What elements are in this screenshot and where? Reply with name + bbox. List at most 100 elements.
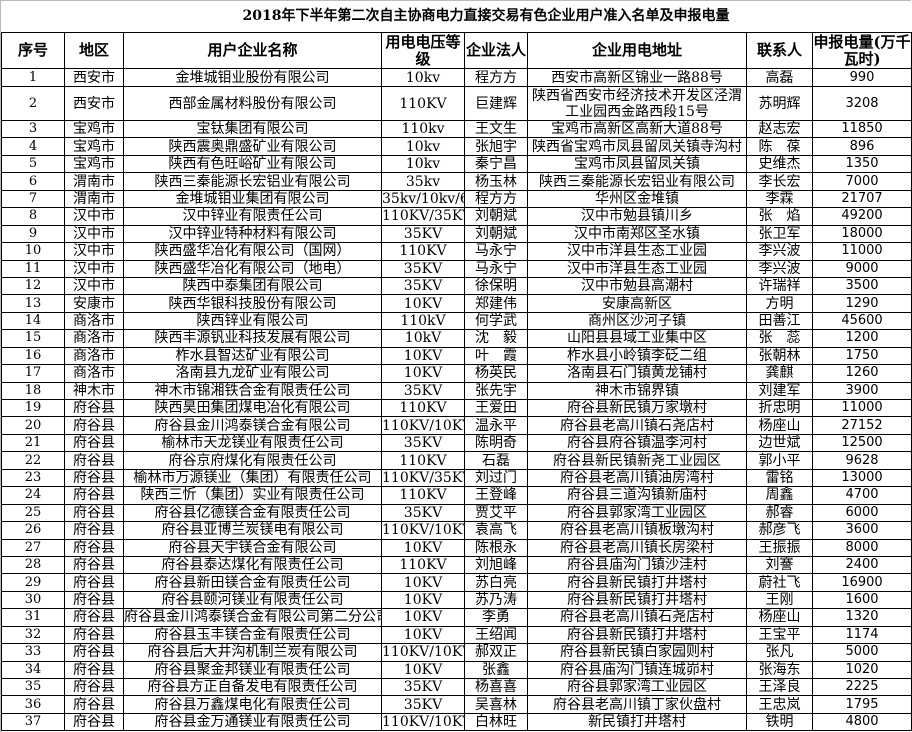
cell-seq: 35 xyxy=(1,677,65,697)
table-row: 6 渭南市 陕西三秦能源长宏铝业有限公司 35kv 杨玉林 陕西三秦能源长宏铝业有限公司李… xyxy=(1,172,912,191)
cell-region: 宝鸡市 xyxy=(64,137,124,156)
table-row: 25 府谷县 府谷县亿德镁合金有限责任公司 35KV 贾艾平 府谷县郭家湾工业园区 郝睿 60… xyxy=(1,503,912,523)
cell-seq: 11 xyxy=(1,259,65,278)
cell-voltage: 10KV xyxy=(381,608,465,627)
cell-region: 西安市 xyxy=(64,68,124,87)
table-row: 11 汉中市 陕西盛华冶化有限公司（地电） 35KV 马永宁 汉中市洋县生态工业园 李兴波 9… xyxy=(1,259,912,278)
cell-company: 陕西锌业有限公司 xyxy=(123,311,382,331)
table-row: 1 西安市 金堆城钼业股份有限公司 10kv 程方方 西安市高新区锦业一路88号 高磊 990 xyxy=(1,68,912,87)
cell-seq: 2 xyxy=(1,86,65,121)
cell-voltage: 110kV xyxy=(381,311,465,331)
cell-seq: 22 xyxy=(1,451,65,470)
cell-voltage: 10KV xyxy=(381,573,465,592)
cell-contact: 王宝平 xyxy=(746,625,813,645)
cell-amount: 1200 xyxy=(812,329,912,348)
cell-legal: 袁高飞 xyxy=(464,521,528,540)
cell-address: 府谷县老高川镇丁家伙盘村 xyxy=(527,695,747,714)
cell-company: 西部金属材料股份有限公司 xyxy=(123,86,382,121)
cell-address: 商州区沙河子镇 xyxy=(527,311,747,331)
cell-company: 汉中锌业有限责任公司 xyxy=(123,207,382,226)
table-row: 16 商洛市 柞水县智达矿业有限公司 10KV 叶 霞柞水县小岭镇李砭二组 张朝林 1750 xyxy=(1,346,912,366)
cell-contact: 方明 xyxy=(746,294,813,313)
cell-contact: 史维杰 xyxy=(746,154,813,174)
cell-region: 商洛市 xyxy=(64,329,124,348)
cell-voltage: 10KV xyxy=(381,590,465,610)
cell-region: 商洛市 xyxy=(64,311,124,331)
cell-seq: 31 xyxy=(1,608,65,627)
cell-legal: 徐保明 xyxy=(464,276,528,296)
cell-contact: 杨座山 xyxy=(746,416,813,435)
cell-region: 府谷县 xyxy=(64,468,124,488)
cell-region: 神木市 xyxy=(64,381,124,401)
cell-contact: 李兴波 xyxy=(746,242,813,261)
header-company: 用户企业名称 xyxy=(123,32,382,69)
cell-region: 汉中市 xyxy=(64,207,124,226)
cell-address: 柞水县小岭镇李砭二组 xyxy=(527,346,747,366)
cell-voltage: 35KV xyxy=(381,381,465,401)
cell-contact: 王振振 xyxy=(746,538,813,557)
cell-amount: 2225 xyxy=(812,677,912,697)
cell-seq: 21 xyxy=(1,433,65,453)
cell-address: 汉中市勉县高潮村 xyxy=(527,276,747,296)
cell-address: 府谷县新民镇打井塔村 xyxy=(527,573,747,592)
table-row: 18 神木市 神木市锦湘铁合金有限责任公司 35KV 张先宇 神木市锦界镇 刘建军 3900 xyxy=(1,381,912,401)
cell-legal: 苏白亮 xyxy=(464,573,528,592)
cell-seq: 10 xyxy=(1,242,65,261)
cell-amount: 3500 xyxy=(812,276,912,296)
cell-voltage: 10kv xyxy=(381,68,465,87)
cell-voltage: 35KV xyxy=(381,224,465,244)
cell-amount: 1320 xyxy=(812,608,912,627)
cell-contact: 高磊 xyxy=(746,68,813,87)
cell-legal: 刘旭峰 xyxy=(464,555,528,575)
cell-seq: 19 xyxy=(1,398,65,418)
cell-legal: 杨英民 xyxy=(464,364,528,383)
header-amount: 申报电量(万千瓦时) xyxy=(812,32,912,69)
cell-amount: 12500 xyxy=(812,433,912,453)
cell-address: 陕西省西安市经济技术开发区泾渭工业园西金路西段15号 xyxy=(527,86,747,121)
cell-address: 府谷县三道沟镇新庙村 xyxy=(527,486,747,505)
cell-address: 安康高新区 xyxy=(527,294,747,313)
cell-legal: 马永宁 xyxy=(464,242,528,261)
cell-voltage: 110KV xyxy=(381,398,465,418)
cell-region: 汉中市 xyxy=(64,276,124,296)
table-row: 9 汉中市 汉中锌业特种材料有限公司 35KV 刘朝斌 汉中市南郑区圣水镇 张卫军 18000 xyxy=(1,224,912,244)
cell-seq: 26 xyxy=(1,521,65,540)
cell-address: 府谷县老高川镇长房梁村 xyxy=(527,538,747,557)
cell-region: 府谷县 xyxy=(64,677,124,697)
table-row: 14 商洛市 陕西锌业有限公司 110kV 何学武 商州区沙河子镇 田善江 45600 xyxy=(1,311,912,331)
table-row: 24 府谷县 陕西三忻（集团）实业有限责任公司 110KV 王登峰 府谷县三道沟镇新庙村周… xyxy=(1,486,912,505)
cell-amount: 1260 xyxy=(812,364,912,383)
cell-voltage: 10kv xyxy=(381,154,465,174)
cell-seq: 14 xyxy=(1,311,65,331)
cell-legal: 巨建辉 xyxy=(464,86,528,121)
cell-amount: 9628 xyxy=(812,451,912,470)
cell-company: 陕西丰源钒业科技发展有限公司 xyxy=(123,329,382,348)
cell-contact: 李长宏 xyxy=(746,172,813,191)
cell-seq: 30 xyxy=(1,590,65,610)
table-row: 3 宝鸡市 宝钛集团有限公司 110kv 王文生 宝鸡市高新区高新大道88号 赵志宏 1185… xyxy=(1,119,912,139)
cell-region: 府谷县 xyxy=(64,573,124,592)
cell-amount: 6000 xyxy=(812,503,912,523)
cell-address: 府谷县庙沟门镇沙洼村 xyxy=(527,555,747,575)
cell-address: 府谷县新民镇打井塔村 xyxy=(527,625,747,645)
cell-contact: 杨座山 xyxy=(746,608,813,627)
table-row: 23 府谷县 榆林市万源镁业（集团）有限责任公司 110KV/35KV 刘过门 府谷县老高… xyxy=(1,468,912,488)
cell-company: 府谷县新田镁合金有限责任公司 xyxy=(123,573,382,592)
cell-region: 府谷县 xyxy=(64,712,124,732)
cell-contact: 刘建军 xyxy=(746,381,813,401)
cell-contact: 陈 葆 xyxy=(746,137,813,156)
cell-legal: 刘朝斌 xyxy=(464,224,528,244)
cell-contact: 雷铭 xyxy=(746,468,813,488)
cell-seq: 6 xyxy=(1,172,65,191)
cell-legal: 郑建伟 xyxy=(464,294,528,313)
cell-seq: 7 xyxy=(1,189,65,209)
cell-company: 府谷县颐河镁业有限责任公司 xyxy=(123,590,382,610)
header-row: 序号 地区 用户企业名称 用电电压等级 企业法人 企业用电地址 联系人 申报电量… xyxy=(1,32,912,69)
cell-amount: 11000 xyxy=(812,398,912,418)
cell-voltage: 10kv xyxy=(381,137,465,156)
header-legal: 企业法人 xyxy=(464,32,528,69)
table-row: 12 汉中市 陕西中泰集团有限公司 35KV 徐保明 汉中市勉县高潮村 许瑞祥 3500 xyxy=(1,276,912,296)
cell-contact: 蔚社飞 xyxy=(746,573,813,592)
cell-address: 府谷县郭家湾工业园区 xyxy=(527,503,747,523)
